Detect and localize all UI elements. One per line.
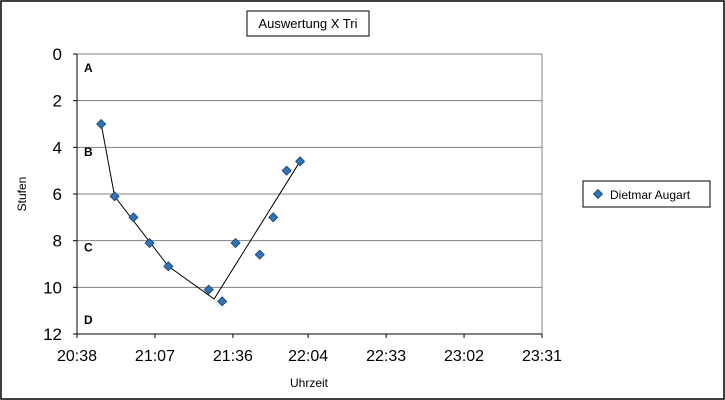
legend-marker — [592, 188, 604, 200]
y-tick-label: 2 — [53, 92, 62, 111]
data-point — [268, 212, 279, 223]
zone-labels: A B C D — [84, 61, 93, 327]
x-tick-label: 22:33 — [366, 348, 406, 365]
zone-label: A — [84, 61, 93, 75]
zone-label: D — [84, 313, 93, 327]
data-point — [230, 237, 241, 249]
legend-label: Dietmar Augart — [610, 188, 691, 202]
title-box: Auswertung X Tri — [246, 10, 370, 37]
x-tick-label: 21:07 — [135, 348, 175, 365]
y-tick-label: 12 — [43, 325, 62, 344]
data-point — [295, 156, 306, 167]
y-tick-labels: 0 2 4 6 8 10 12 — [43, 45, 77, 344]
y-axis-label: Stufen — [15, 177, 29, 212]
x-tick-label: 23:02 — [444, 348, 484, 365]
data-point — [96, 118, 107, 130]
y-tick-label: 6 — [53, 185, 62, 204]
x-tick-label: 20:38 — [57, 348, 97, 365]
data-point — [163, 261, 174, 272]
x-tick-labels: 20:38 21:07 21:36 22:04 22:33 23:02 23:31 — [57, 334, 562, 365]
legend: Dietmar Augart — [582, 180, 711, 208]
x-axis-label: Uhrzeit — [290, 376, 329, 390]
data-points — [96, 118, 306, 307]
y-tick-label: 10 — [43, 278, 62, 297]
data-point — [128, 212, 139, 223]
legend-diamond — [592, 188, 604, 200]
y-tick-label: 4 — [53, 138, 62, 157]
data-point — [203, 284, 214, 295]
data-point — [217, 296, 228, 307]
data-point — [254, 249, 265, 260]
legend-frame — [582, 180, 711, 208]
gridlines — [77, 100, 542, 288]
y-tick-label: 0 — [53, 45, 62, 64]
x-tick-label: 23:31 — [522, 348, 562, 365]
data-point — [109, 191, 120, 202]
y-tick-label: 8 — [53, 232, 62, 251]
data-point — [144, 237, 155, 249]
data-point — [281, 165, 292, 176]
x-tick-label: 22:04 — [288, 348, 328, 365]
zone-label: C — [84, 241, 93, 255]
zone-label: B — [84, 145, 93, 159]
chart-title: Auswertung X Tri — [259, 16, 358, 31]
x-tick-label: 21:36 — [213, 348, 253, 365]
title-frame — [246, 10, 370, 37]
